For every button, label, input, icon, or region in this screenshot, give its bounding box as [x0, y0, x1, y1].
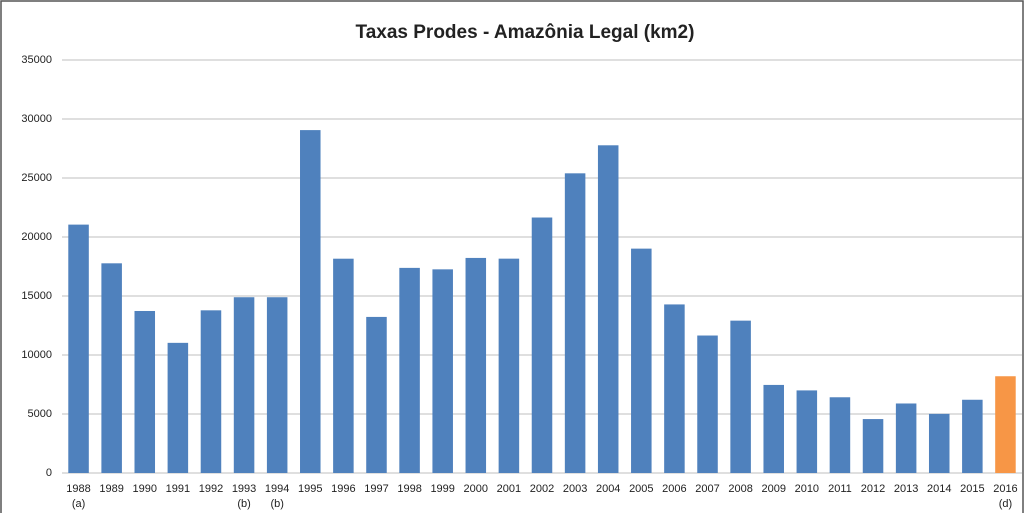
bar	[631, 248, 652, 473]
y-tick-label: 20000	[21, 231, 52, 243]
bar	[962, 399, 983, 473]
x-tick-note: (b)	[270, 498, 283, 510]
y-tick-label: 15000	[21, 290, 52, 302]
x-tick-label: 1995	[298, 483, 322, 495]
x-tick-note: (b)	[237, 498, 250, 510]
x-tick-label: 1992	[199, 483, 223, 495]
bar	[829, 397, 851, 473]
x-tick-label: 2002	[530, 483, 554, 495]
x-tick-label: 2014	[927, 483, 951, 495]
bar	[697, 335, 718, 473]
y-tick-label: 0	[46, 467, 52, 479]
x-tick-label: 2012	[861, 483, 885, 495]
bar	[995, 376, 1016, 473]
y-tick-label: 10000	[21, 349, 52, 361]
bar	[399, 267, 420, 473]
x-tick-label: 2000	[464, 483, 488, 495]
x-tick-label: 1999	[430, 483, 454, 495]
x-tick-note: (a)	[72, 498, 85, 510]
bar	[233, 297, 255, 473]
x-tick-label: 2008	[728, 483, 752, 495]
bar	[432, 269, 453, 473]
bar	[266, 297, 288, 473]
x-tick-label: 2011	[828, 483, 852, 495]
x-tick-note: (d)	[999, 498, 1012, 510]
y-tick-label: 35000	[21, 54, 52, 66]
x-tick-label: 1994	[265, 483, 289, 495]
x-tick-label: 2005	[629, 483, 653, 495]
y-tick-label: 25000	[21, 172, 52, 184]
bar	[101, 263, 122, 473]
x-tick-label: 2004	[596, 483, 620, 495]
x-tick-label: 1993	[232, 483, 256, 495]
bar	[531, 217, 553, 473]
x-tick-label: 1998	[397, 483, 421, 495]
x-tick-label: 1996	[331, 483, 355, 495]
bar	[664, 304, 685, 473]
bar	[928, 413, 950, 473]
bar	[763, 384, 784, 473]
x-tick-label: 2015	[960, 483, 984, 495]
bar	[200, 310, 222, 473]
x-tick-label: 2009	[761, 483, 785, 495]
bar	[465, 257, 487, 473]
chart-title: Taxas Prodes - Amazônia Legal (km2)	[356, 22, 695, 43]
bar	[366, 316, 387, 473]
x-tick-label: 1989	[99, 483, 123, 495]
bar	[167, 342, 189, 473]
bar	[498, 258, 520, 473]
x-tick-label: 2007	[695, 483, 719, 495]
bar	[895, 403, 917, 473]
bar	[333, 258, 354, 473]
bar	[730, 320, 751, 473]
x-tick-label: 1997	[364, 483, 388, 495]
x-tick-label: 1988	[66, 483, 90, 495]
bar	[68, 224, 89, 473]
x-tick-label: 2010	[795, 483, 819, 495]
x-tick-label: 1990	[133, 483, 157, 495]
bar	[564, 173, 586, 473]
x-tick-label: 2003	[563, 483, 587, 495]
bar	[862, 419, 884, 473]
x-tick-label: 2006	[662, 483, 686, 495]
x-tick-label: 1991	[166, 483, 190, 495]
bar	[134, 310, 156, 473]
x-tick-label: 2001	[497, 483, 521, 495]
bar	[796, 390, 818, 473]
x-tick-label: 2013	[894, 483, 918, 495]
y-tick-label: 30000	[21, 113, 52, 125]
y-tick-label: 5000	[28, 408, 52, 420]
x-tick-label: 2016	[993, 483, 1017, 495]
bar	[597, 145, 619, 473]
bar	[300, 130, 321, 473]
